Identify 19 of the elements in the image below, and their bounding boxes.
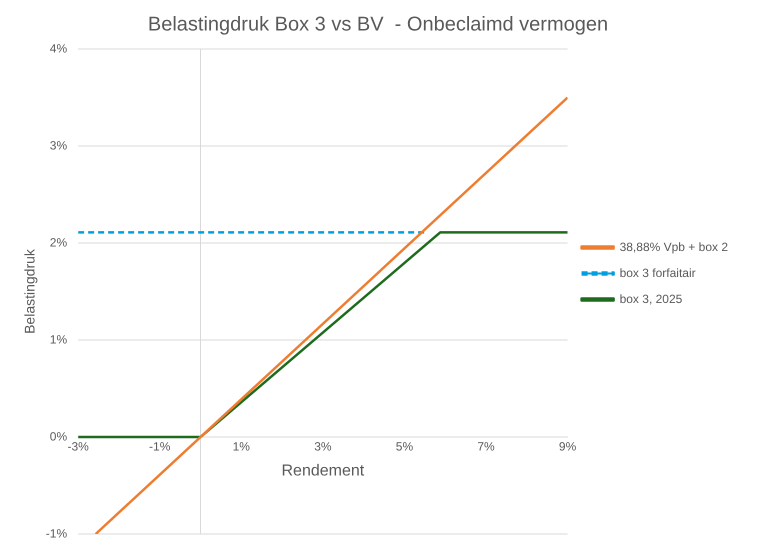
y-tick-label: 0% xyxy=(50,429,68,444)
y-axis-title: Belastingdruk xyxy=(21,248,38,334)
x-tick-label: 7% xyxy=(477,440,496,454)
x-tick-label: 5% xyxy=(396,440,414,454)
y-tick-label: 2% xyxy=(50,235,68,250)
x-tick-label: 3% xyxy=(314,440,332,454)
x-tick-label: 9% xyxy=(558,440,577,454)
legend-label: box 3, 2025 xyxy=(620,292,683,306)
x-tick-label: 1% xyxy=(232,440,250,454)
x-axis-title: Rendement xyxy=(282,462,365,480)
y-tick-label: 3% xyxy=(50,138,68,152)
x-tick-label: -3% xyxy=(67,440,90,454)
chart-title: Belastingdruk Box 3 vs BV - Onbeclaimd vermogen xyxy=(148,14,608,36)
y-tick-label: -1% xyxy=(46,526,68,540)
x-tick-label: -1% xyxy=(149,440,171,454)
y-tick-label: 1% xyxy=(50,332,68,346)
y-tick-label: 4% xyxy=(50,41,68,56)
legend-label: box 3 forfaitair xyxy=(620,266,696,280)
legend-label: 38,88% Vpb + box 2 xyxy=(620,240,728,254)
